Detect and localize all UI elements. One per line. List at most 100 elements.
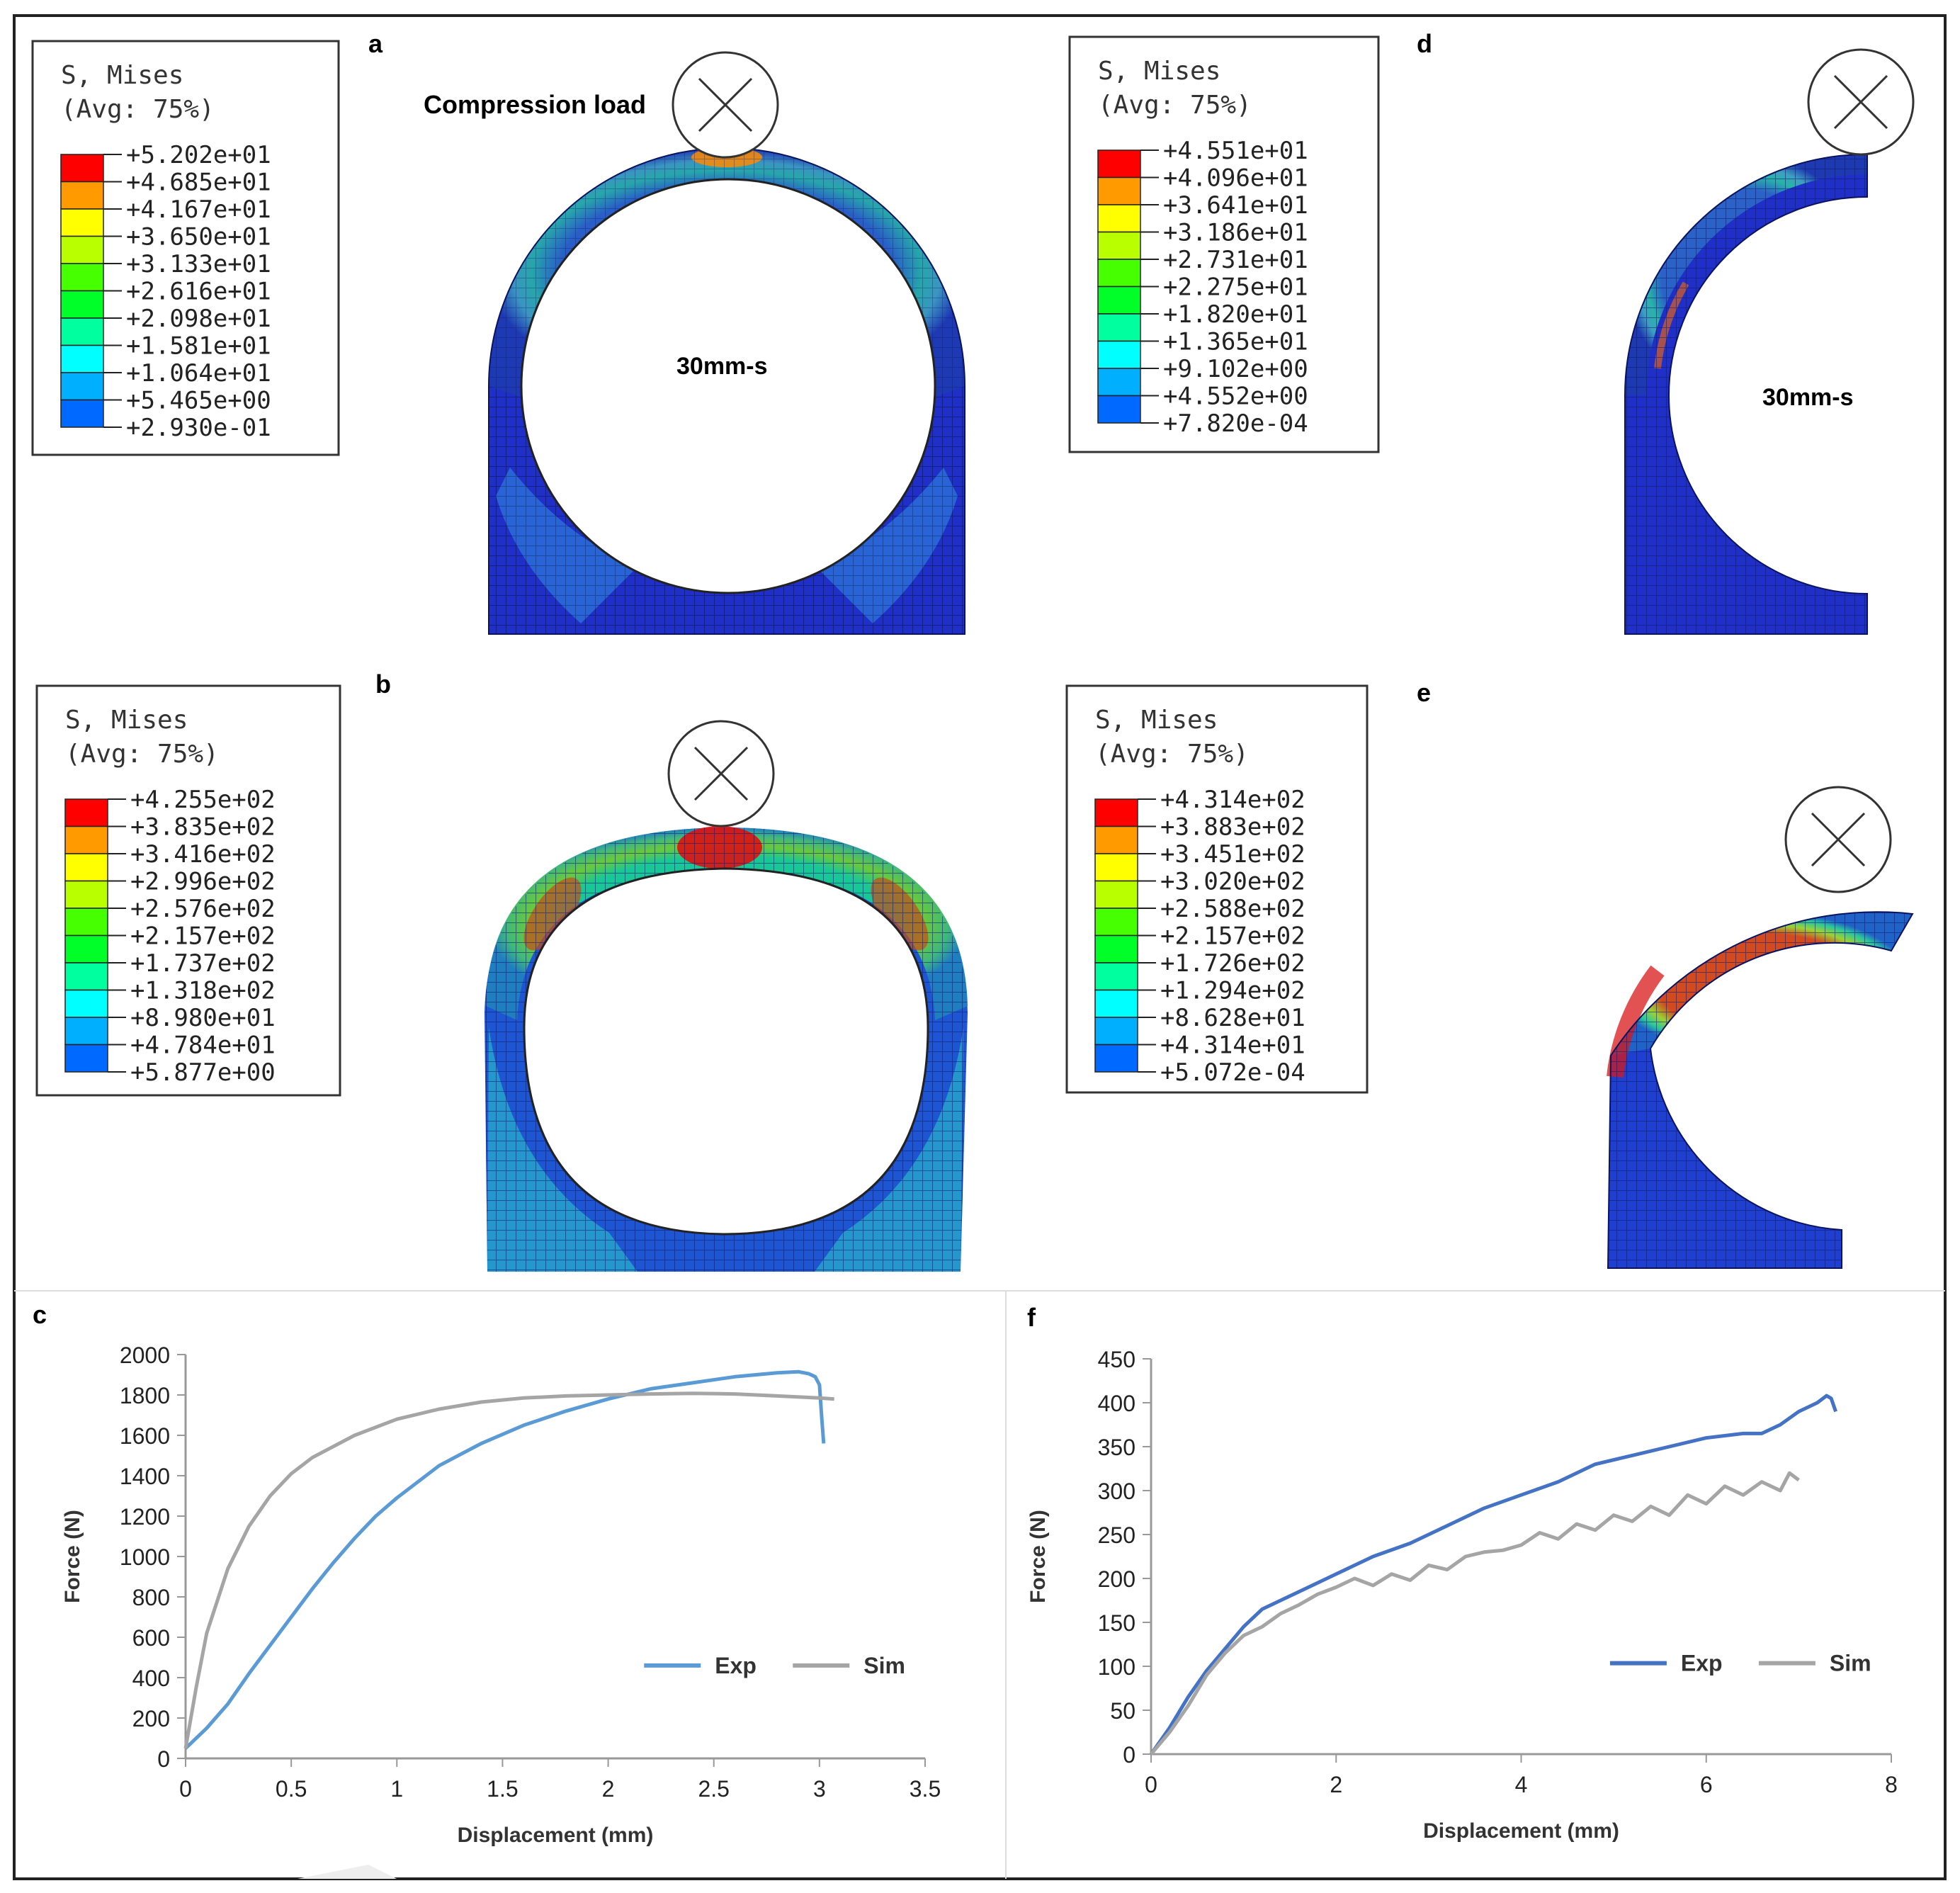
roller-e <box>1784 786 1892 893</box>
legend-swatch <box>60 208 104 237</box>
y-tick-label: 350 <box>1098 1435 1135 1460</box>
legend-value: +3.883e+02 <box>1160 813 1305 842</box>
y-tick-label: 150 <box>1098 1610 1135 1636</box>
x-axis-label: Displacement (mm) <box>458 1824 654 1847</box>
legend-entry-exp: Exp <box>1681 1651 1723 1676</box>
legend-title: S, Mises <box>61 61 183 90</box>
compression-load-label: Compression load <box>424 90 646 119</box>
x-tick-label: 3.5 <box>910 1776 941 1802</box>
chart-c: 0 200 400 600 800 1000 1200 1400 1600 1800 2000 0 0.… <box>61 1343 941 1847</box>
legend-value: +1.064e+01 <box>126 359 271 388</box>
legend-value: +3.650e+01 <box>126 223 271 252</box>
legend-swatch <box>60 317 104 346</box>
legend-value: +2.576e+02 <box>130 895 276 923</box>
legend-title: S, Mises <box>65 706 188 735</box>
y-tick-label: 0 <box>1123 1742 1135 1768</box>
legend-value: +3.186e+01 <box>1163 219 1308 247</box>
legend-swatch <box>64 853 108 882</box>
legend-e: S, Mises(Avg: 75%)+4.314e+02+3.883e+02+3… <box>1065 684 1369 1094</box>
y-tick-label: 200 <box>132 1706 170 1731</box>
series-line-sim <box>1150 1471 1800 1756</box>
legend-avg: (Avg: 75%) <box>1095 740 1249 769</box>
legend-swatch <box>1094 798 1138 827</box>
legend-value: +1.737e+02 <box>130 949 276 978</box>
legend-swatch <box>1097 259 1141 288</box>
legend-value: +5.465e+00 <box>126 387 271 415</box>
y-tick-label: 1000 <box>120 1544 170 1570</box>
legend-swatch <box>1097 176 1141 205</box>
x-tick-label: 3 <box>813 1776 826 1802</box>
legend-value: +5.877e+00 <box>130 1058 276 1087</box>
legend-swatch <box>64 825 108 854</box>
y-tick-label: 1800 <box>120 1383 170 1408</box>
y-tick-label: 200 <box>1098 1566 1135 1592</box>
legend-swatch <box>1094 825 1138 854</box>
series-line-exp <box>184 1369 826 1750</box>
legend-swatch <box>60 290 104 319</box>
y-tick-label: 800 <box>132 1585 170 1610</box>
legend-value: +5.202e+01 <box>126 141 271 169</box>
x-tick-label: 4 <box>1515 1772 1528 1797</box>
legend-swatch <box>1097 149 1141 179</box>
roller-b <box>667 720 775 827</box>
legend-value: +3.641e+01 <box>1163 191 1308 220</box>
legend-swatch <box>1094 962 1138 991</box>
panel-label-b: b <box>375 669 391 699</box>
y-tick-label: 300 <box>1098 1479 1135 1504</box>
legend-value: +1.365e+01 <box>1163 328 1308 356</box>
x-tick-label: 0.5 <box>276 1776 307 1802</box>
y-tick-label: 400 <box>1098 1391 1135 1416</box>
legend-value: +4.167e+01 <box>126 196 271 224</box>
legend-value: +4.314e+01 <box>1160 1032 1305 1060</box>
y-tick-label: 250 <box>1098 1522 1135 1548</box>
legend-value: +1.318e+02 <box>130 977 276 1005</box>
legend-value: +4.685e+01 <box>126 169 271 197</box>
legend-a: S, Mises (Avg: 75%) +5.202e+01+4.685e+01+4… <box>31 40 340 456</box>
legend-value: +3.416e+02 <box>130 840 276 869</box>
legend-avg: (Avg: 75%) <box>1098 91 1252 120</box>
legend-swatch <box>1097 395 1141 424</box>
panel-label-a: a <box>368 29 383 58</box>
legend-value: +2.996e+02 <box>130 868 276 896</box>
x-tick-label: 0 <box>1145 1772 1157 1797</box>
x-tick-label: 2 <box>602 1776 615 1802</box>
legend-title: S, Mises <box>1095 706 1218 735</box>
x-tick-label: 2 <box>1330 1772 1342 1797</box>
legend-value: +5.072e-04 <box>1160 1058 1305 1087</box>
legend-swatch <box>60 372 104 401</box>
legend-value: +7.820e-04 <box>1163 409 1308 438</box>
y-axis-label: Force (N) <box>1026 1510 1050 1603</box>
specimen-label-a: 30mm-s <box>676 353 768 380</box>
legend-b: S, Mises (Avg: 75%) +4.255e+02+3.835e+02+3… <box>35 684 341 1097</box>
x-tick-label: 1 <box>390 1776 403 1802</box>
legend-value: +2.731e+01 <box>1163 246 1308 274</box>
legend-value: +2.275e+01 <box>1163 273 1308 302</box>
legend-value: +4.255e+02 <box>130 786 276 814</box>
legend-value: +1.294e+02 <box>1160 977 1305 1005</box>
legend-swatch <box>64 798 108 827</box>
legend-swatch <box>1094 1017 1138 1046</box>
legend-entry-sim: Sim <box>863 1653 905 1678</box>
series-line-sim <box>183 1391 834 1749</box>
y-tick-label: 50 <box>1110 1698 1135 1724</box>
panel-label-c: c <box>33 1300 47 1329</box>
x-tick-label: 6 <box>1700 1772 1713 1797</box>
panel-label-d: d <box>1417 29 1432 58</box>
y-tick-label: 0 <box>157 1746 170 1772</box>
legend-swatch <box>1097 231 1141 260</box>
legend-value: +2.930e-01 <box>126 414 271 442</box>
x-tick-label: 0 <box>179 1776 192 1802</box>
legend-swatch <box>64 934 108 964</box>
legend-swatch <box>60 344 104 373</box>
y-tick-label: 400 <box>132 1666 170 1691</box>
x-tick-label: 1.5 <box>487 1776 518 1802</box>
legend-avg: (Avg: 75%) <box>61 95 215 124</box>
legend-title: S, Mises <box>1098 57 1220 86</box>
fe-model-e <box>1607 911 1914 1269</box>
legend-swatch <box>1094 989 1138 1018</box>
y-tick-label: 1600 <box>120 1423 170 1449</box>
legend-swatch <box>64 880 108 909</box>
legend-value: +4.096e+01 <box>1163 164 1308 193</box>
legend-swatch <box>1094 1044 1138 1073</box>
legend-value: +2.157e+02 <box>1160 922 1305 951</box>
